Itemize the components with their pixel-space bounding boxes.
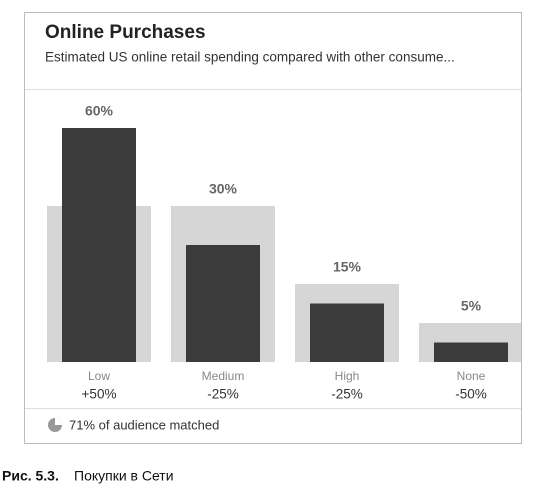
bar [186,245,260,362]
x-tick-sublabel: -25% [331,387,363,402]
value-label: 30% [209,181,238,197]
bar [62,128,136,362]
x-tick-label: High [335,369,360,383]
x-tick-label: None [457,369,486,383]
x-tick-label: Medium [202,369,245,383]
caption-text: Покупки в Сети [74,468,174,484]
audience-icon [48,418,62,432]
bar [434,342,508,362]
value-label: 60% [85,103,114,119]
x-tick-sublabel: -25% [207,387,239,402]
x-tick-sublabel: -50% [455,387,487,402]
chart-subtitle: Estimated US online retail spending comp… [45,50,455,65]
x-tick-label: Low [88,369,110,383]
footer-text: 71% of audience matched [69,417,219,432]
chart-title: Online Purchases [45,22,206,43]
value-label: 5% [461,298,482,314]
bar [310,303,384,362]
caption-label: Рис. 5.3. [2,468,59,484]
value-label: 15% [333,259,362,275]
x-tick-sublabel: +50% [82,387,117,402]
